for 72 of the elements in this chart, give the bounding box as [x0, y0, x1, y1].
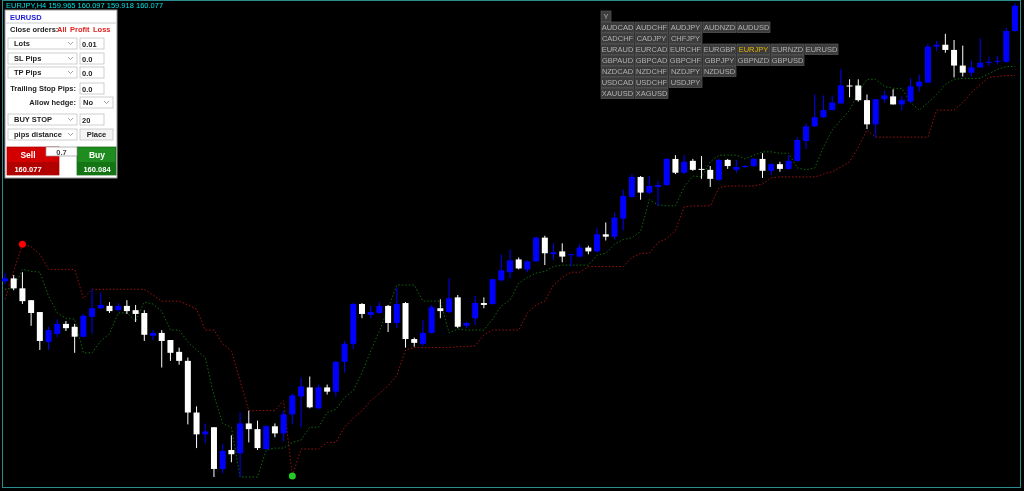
- candlestick: [837, 68, 844, 104]
- candlestick: [298, 376, 305, 428]
- candlestick: [263, 424, 270, 451]
- candlestick: [2, 272, 8, 285]
- candlestick: [480, 296, 487, 309]
- candlestick: [672, 154, 679, 175]
- candlestick: [646, 175, 653, 195]
- candlestick: [594, 227, 601, 253]
- candlestick: [637, 175, 644, 201]
- candlestick: [655, 180, 662, 207]
- candlestick: [776, 161, 783, 173]
- candlestick: [446, 277, 453, 314]
- candlestick: [123, 299, 130, 315]
- candlestick: [611, 212, 618, 241]
- candlestick: [167, 339, 174, 362]
- candlestick: [141, 309, 148, 342]
- candlestick: [942, 33, 949, 54]
- candlestick: [193, 405, 200, 449]
- candlestick: [80, 313, 87, 339]
- candlestick: [533, 236, 540, 263]
- candlestick: [28, 299, 35, 327]
- candlestick: [811, 93, 818, 128]
- candlestick: [698, 155, 705, 180]
- candlestick: [228, 434, 235, 463]
- candlestick: [707, 165, 714, 188]
- candlestick: [907, 77, 914, 104]
- candlestick: [89, 288, 96, 335]
- candlestick: [855, 78, 862, 103]
- annotation: Sell: [20, 150, 36, 160]
- candlestick: [890, 88, 897, 105]
- candlestick: [176, 347, 183, 366]
- candlestick: [959, 45, 966, 77]
- candlestick: [681, 154, 688, 175]
- candlestick: [271, 422, 278, 438]
- candlestick: [254, 420, 261, 451]
- candlestick: [620, 189, 627, 232]
- candlestick: [71, 323, 78, 354]
- candlestick: [803, 122, 810, 150]
- candlestick: [742, 164, 749, 169]
- candlestick: [62, 320, 69, 332]
- candlestick: [289, 393, 296, 425]
- candlestick: [602, 221, 609, 241]
- candlestick: [985, 56, 992, 67]
- candlestick: [559, 242, 566, 263]
- annotation: Buy: [88, 150, 106, 160]
- candlestick: [437, 298, 444, 319]
- candlestick: [567, 253, 574, 268]
- candlestick: [245, 410, 252, 443]
- candlestick: [715, 158, 722, 182]
- candlestick: [385, 304, 392, 333]
- candlestick: [541, 235, 548, 266]
- candlestick: [306, 376, 313, 409]
- candlestick: [820, 94, 827, 119]
- candlestick: [951, 39, 958, 78]
- candlestick: [759, 152, 766, 179]
- candlestick: [315, 384, 322, 410]
- candlestick: [498, 253, 505, 282]
- candlestick: [202, 422, 209, 444]
- candlestick: [794, 136, 801, 163]
- candlestick: [150, 329, 157, 341]
- candlestick: [341, 340, 348, 374]
- candlestick: [846, 78, 853, 98]
- candlestick: [628, 173, 635, 199]
- candlestick: [472, 295, 479, 326]
- candlestick: [507, 248, 513, 279]
- candlestick: [45, 326, 52, 351]
- candlestick: [219, 443, 226, 474]
- candlestick: [419, 319, 426, 347]
- candlestick: [393, 286, 400, 329]
- candlestick: [280, 410, 287, 442]
- candlestick: [19, 271, 26, 305]
- candlestick: [158, 329, 165, 369]
